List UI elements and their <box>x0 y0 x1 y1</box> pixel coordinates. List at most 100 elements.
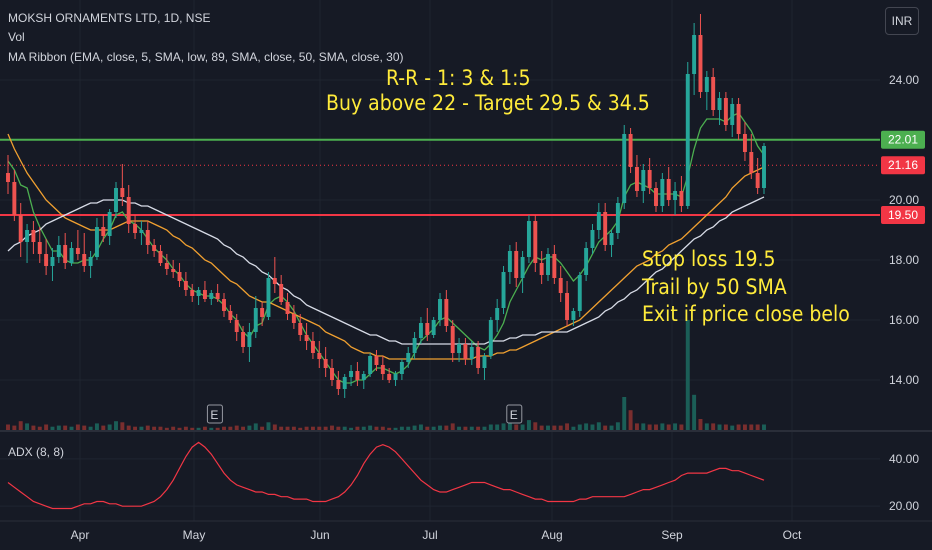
candle-body <box>209 293 214 299</box>
volume-bar <box>6 424 10 430</box>
candle-body <box>749 152 754 173</box>
ma-ribbon-legend[interactable]: MA Ribbon (EMA, close, 5, SMA, low, 89, … <box>8 50 404 64</box>
trade-annotations[interactable]: R-R - 1: 3 & 1:5 Buy above 22 - Target 2… <box>326 66 850 326</box>
volume-bar <box>266 422 271 430</box>
candle-body <box>679 191 684 206</box>
volume-bar <box>260 426 265 430</box>
volume-bar <box>692 394 697 430</box>
volume-bar <box>101 425 106 430</box>
volume-bar <box>75 424 80 430</box>
volume-bar <box>349 427 354 430</box>
candle-body <box>190 290 195 296</box>
price-tag-label: 19.50 <box>888 208 918 222</box>
adx-legend[interactable]: ADX (8, 8) <box>8 445 64 459</box>
candle-body <box>285 302 290 314</box>
volume-bar <box>450 423 455 430</box>
candle-body <box>336 380 341 389</box>
volume-bar <box>603 425 608 430</box>
annotation-buy-target: Buy above 22 - Target 29.5 & 34.5 <box>326 91 650 115</box>
candle-body <box>577 275 582 311</box>
volume-bar <box>634 423 639 430</box>
volume-bar <box>660 423 665 430</box>
candle-body <box>546 254 550 275</box>
adx-line <box>7 441 765 510</box>
candle-body <box>565 293 570 320</box>
volume-bar <box>114 421 118 430</box>
candle-body <box>37 242 42 254</box>
volume-bar <box>406 426 411 430</box>
candle-body <box>742 134 747 152</box>
volume-bar <box>164 427 169 430</box>
candle-body <box>368 356 373 374</box>
volume-bar <box>742 424 747 430</box>
price-axis[interactable]: 24.0022.0020.0018.0016.0014.0022.0121.16… <box>881 73 925 387</box>
volume-bar <box>241 426 246 430</box>
volume-bar <box>622 397 627 430</box>
volume-bar <box>69 426 74 430</box>
volume-bar <box>139 426 144 430</box>
volume-bar <box>482 426 487 430</box>
volume-bar <box>279 426 284 430</box>
volume-bar <box>56 425 61 430</box>
candle-body <box>139 230 144 233</box>
candle-body <box>425 323 430 335</box>
candle-body <box>495 308 500 320</box>
candle-body <box>31 230 36 242</box>
volume-bar <box>183 426 188 430</box>
time-tick-label: Apr <box>71 528 90 542</box>
symbol-title[interactable]: MOKSH ORNAMENTS LTD, 1D, NSE <box>8 11 211 25</box>
volume-bar <box>368 425 373 430</box>
candle-body <box>272 278 277 284</box>
volume-bar <box>571 426 576 430</box>
candle-body <box>317 353 322 359</box>
candle-body <box>361 374 366 380</box>
candle-body <box>215 293 220 299</box>
volume-bar <box>285 426 290 430</box>
candle-body <box>241 332 246 347</box>
candle-body <box>463 344 468 359</box>
candle-body <box>279 284 284 302</box>
volume-bar <box>355 426 360 430</box>
time-axis[interactable]: Apr May Jun Jul Aug Sep Oct <box>71 528 802 542</box>
candle-body <box>387 374 392 380</box>
candle-body <box>196 290 201 296</box>
candle-body <box>520 257 525 278</box>
candle-body <box>457 344 462 353</box>
horizontal-levels[interactable] <box>0 138 880 216</box>
volume-bar <box>412 425 417 430</box>
volume-bar <box>94 423 99 430</box>
volume-legend[interactable]: Vol <box>8 30 25 44</box>
candle-body <box>507 251 512 272</box>
volume-bar <box>438 425 442 430</box>
volume-bar <box>730 425 735 430</box>
price-tag-bg <box>881 206 925 224</box>
candle-body <box>438 299 442 320</box>
candle-body <box>247 332 252 347</box>
candle-body <box>647 170 652 188</box>
earnings-marker-box[interactable] <box>506 404 523 424</box>
candle-body <box>310 341 315 353</box>
volume-bar <box>641 423 646 430</box>
volume-bar <box>584 423 589 430</box>
volume-bar <box>25 423 30 430</box>
candle-body <box>450 326 455 353</box>
candle-body <box>228 311 233 320</box>
earnings-marker-box[interactable] <box>206 404 223 424</box>
volume-bar <box>577 424 582 430</box>
volume-bar <box>425 426 430 430</box>
candle-body <box>723 98 728 125</box>
volume-bar <box>196 427 201 430</box>
volume-bar <box>31 425 36 430</box>
candle-body <box>596 212 601 230</box>
volume-bar <box>50 426 55 430</box>
volume-bar <box>514 424 519 430</box>
candle-body <box>177 272 182 281</box>
volume-bar <box>590 424 595 430</box>
currency-button[interactable]: INR <box>885 7 919 35</box>
volume-bar <box>488 424 493 430</box>
candle-body <box>183 281 188 290</box>
candle-body <box>298 323 303 335</box>
volume-bar <box>717 424 722 430</box>
